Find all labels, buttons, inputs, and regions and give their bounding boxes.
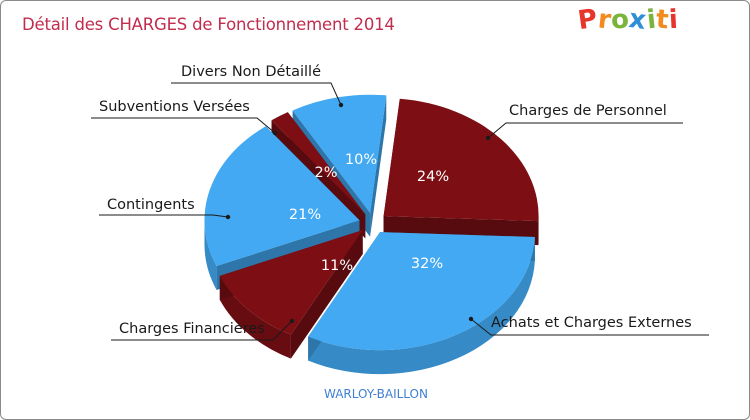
pie-slice[interactable]	[271, 112, 366, 215]
slice-label: Divers Non Détaillé	[181, 64, 321, 80]
pie-slice[interactable]	[204, 126, 360, 267]
leader-dot	[485, 135, 491, 141]
chart-title: Détail des CHARGES de Fonctionnement 201…	[22, 15, 395, 34]
pie-slice[interactable]	[383, 98, 539, 222]
slice-percent: 2%	[314, 165, 337, 181]
leader-dot	[289, 318, 295, 324]
slice-percent: 11%	[321, 258, 353, 274]
leader-line	[111, 320, 293, 341]
leader-line	[487, 122, 683, 139]
pie-slice[interactable]	[292, 94, 387, 213]
leader-line	[99, 214, 229, 218]
slice-label: Charges de Personnel	[509, 103, 667, 119]
leader-line	[470, 318, 709, 336]
pie-slice-side	[308, 237, 535, 375]
slice-label: Charges Financières	[119, 321, 265, 337]
pie-slice-face	[290, 230, 363, 359]
slice-label: Subventions Versées	[99, 99, 250, 115]
pie-slice-face	[370, 95, 387, 237]
pie-slice-side	[219, 275, 291, 359]
commune-name: WARLOY-BAILLON	[324, 387, 428, 401]
pie-slice[interactable]	[219, 230, 363, 335]
leader-line	[91, 117, 276, 134]
leader-dot	[468, 316, 474, 322]
pie-slice-side	[204, 220, 217, 291]
slice-label: Achats et Charges Externes	[491, 315, 692, 331]
leader-line	[171, 82, 342, 106]
leader-dot	[225, 214, 231, 220]
leader-dot	[272, 130, 278, 136]
leader-dot	[338, 102, 344, 108]
slice-percent: 21%	[289, 207, 321, 223]
slice-percent: 24%	[417, 169, 449, 185]
pie-slice[interactable]	[308, 232, 535, 351]
slice-percent: 10%	[345, 152, 377, 168]
slice-percent: 32%	[411, 256, 443, 272]
slice-label: Contingents	[107, 197, 195, 213]
